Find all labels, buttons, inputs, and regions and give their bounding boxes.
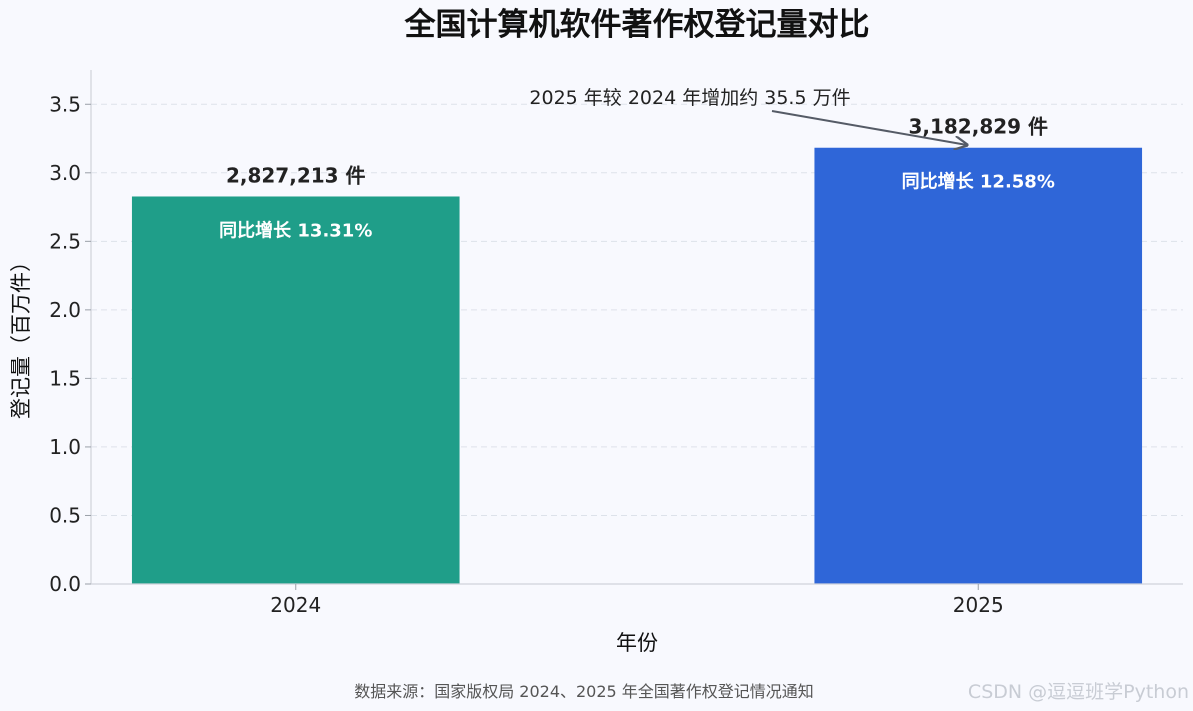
x-tick-label: 2024 [270,593,321,617]
bar-growth-label: 同比增长 12.58% [902,171,1055,193]
bar-value-label: 2,827,213 件 [226,163,366,187]
watermark: CSDN @逗逗班学Python [968,681,1189,703]
y-tick-label: 2.0 [49,298,81,322]
x-axis-label: 年份 [616,631,658,655]
y-ticks: 0.0 0.5 1.0 1.5 2.0 2.5 3.0 3.5 [49,92,91,596]
source-note: 数据来源：国家版权局 2024、2025 年全国著作权登记情况通知 [354,682,814,701]
bar-2025 [814,147,1143,584]
x-ticks: 2024 2025 [270,584,1004,617]
bar-growth-label: 同比增长 13.31% [219,219,372,241]
bar-2024 [131,196,460,584]
y-tick-label: 0.5 [49,503,81,527]
y-tick-label: 0.0 [49,572,81,596]
y-tick-label: 3.5 [49,92,81,116]
bar-value-label: 3,182,829 件 [908,115,1048,139]
difference-annotation: 2025 年较 2024 年增加约 35.5 万件 [529,87,850,109]
y-tick-label: 3.0 [49,161,81,185]
chart-title: 全国计算机软件著作权登记量对比 [404,7,870,43]
y-axis-label: 登记量（百万件） [9,251,33,419]
y-tick-label: 1.0 [49,435,81,459]
x-tick-label: 2025 [953,593,1004,617]
bars [131,147,1143,584]
y-tick-label: 1.5 [49,366,81,390]
annotation-arrow [771,110,967,145]
y-tick-label: 2.5 [49,229,81,253]
